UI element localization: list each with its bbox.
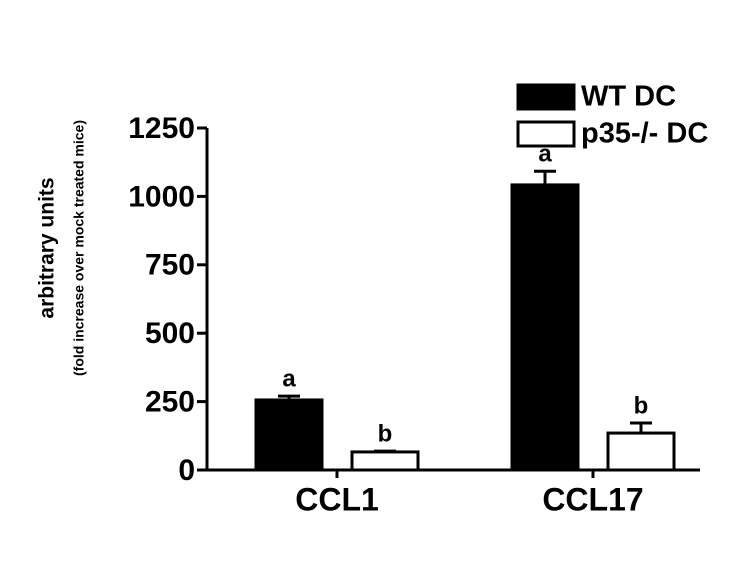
y-tick-label: 0 (178, 454, 195, 487)
bar (606, 431, 676, 472)
y-tick-label: 1000 (128, 180, 195, 213)
y-tick-label: 250 (145, 386, 195, 419)
y-axis-label: arbitrary units (36, 177, 59, 318)
legend-swatch (516, 120, 576, 148)
y-tick-label: 1250 (128, 112, 195, 145)
y-tick-label: 750 (145, 249, 195, 282)
annotation: a (282, 365, 296, 392)
bar (350, 450, 420, 472)
y-axis-sublabel: (fold increase over mock treated mice) (71, 120, 87, 376)
y-tick-label: 500 (145, 317, 195, 350)
legend-label: WT DC (581, 81, 676, 113)
error-bar (630, 421, 652, 434)
annotation: b (378, 420, 393, 447)
legend-label: p35-/- DC (581, 118, 708, 150)
annotation: b (634, 392, 649, 419)
bar (254, 398, 324, 472)
x-tick-label: CCL17 (542, 481, 643, 517)
legend-swatch (516, 83, 576, 111)
x-tick-label: CCL1 (295, 481, 379, 517)
error-bar (534, 169, 556, 185)
bar (510, 183, 580, 472)
